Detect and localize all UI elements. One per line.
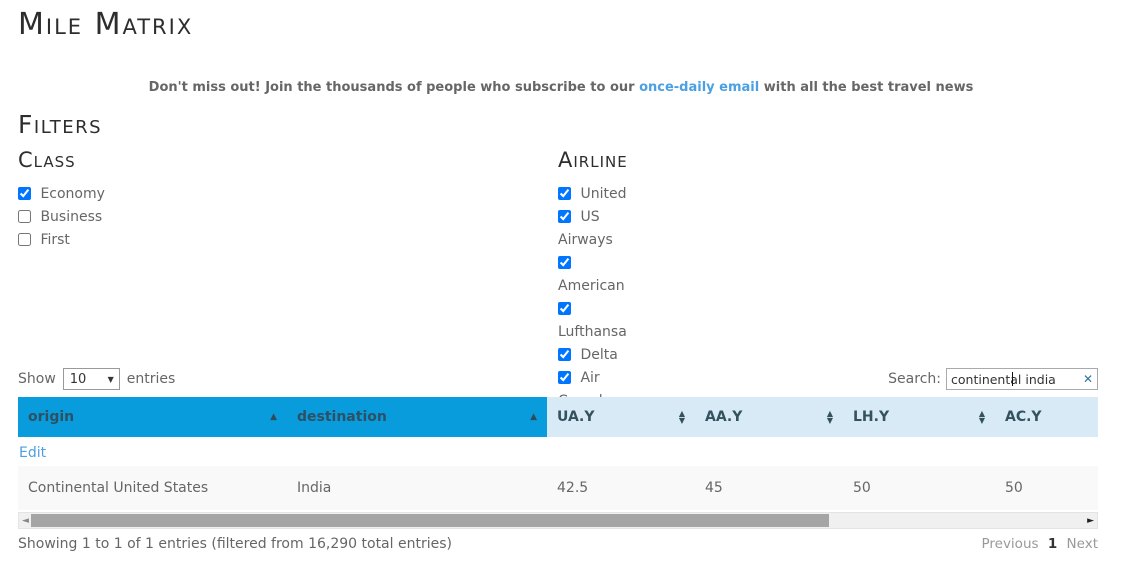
edit-row: Edit (18, 437, 1098, 466)
sort-both-icon: ▲ ▼ (826, 409, 833, 425)
airline-filter-label: Lufthansa (558, 324, 627, 340)
search-control: Search: ✕ (888, 368, 1098, 390)
sort-up-icon: ▲ (826, 409, 833, 418)
class-filter-option[interactable]: Business (18, 206, 105, 229)
column-label: AC.Y (1005, 409, 1042, 425)
previous-button[interactable]: Previous (981, 536, 1039, 552)
class-filter-label: First (40, 232, 70, 248)
class-filter-option[interactable]: First (18, 229, 105, 252)
airline-filter-checkbox[interactable] (558, 348, 571, 361)
column-label: LH.Y (853, 409, 890, 425)
column-header-ac-y[interactable]: AC.Y (995, 397, 1098, 437)
edit-link[interactable]: Edit (19, 445, 47, 461)
column-label: origin (28, 409, 75, 425)
sort-down-icon: ▼ (826, 416, 833, 425)
page-title: Mile Matrix (18, 7, 194, 42)
column-header-ua-y[interactable]: UA.Y ▲ ▼ (547, 397, 695, 437)
sort-ascending-icon: ▲ (270, 412, 277, 422)
class-filter-label: Business (40, 209, 103, 225)
sort-down-icon: ▼ (978, 416, 985, 425)
cell-aa-y: 45 (695, 466, 843, 510)
class-filter-checkbox[interactable] (18, 233, 31, 246)
airline-filter-label: American (558, 278, 625, 294)
cell-lh-y: 50 (843, 466, 995, 510)
text-caret (1012, 372, 1013, 386)
banner-text-after: with all the best travel news (763, 80, 974, 95)
sort-both-icon: ▲ ▼ (678, 409, 685, 425)
class-filter-checkbox[interactable] (18, 187, 31, 200)
airline-filter-option[interactable]: American (558, 252, 646, 298)
cell-destination: India (287, 466, 547, 510)
next-button[interactable]: Next (1066, 536, 1098, 552)
scrollbar-thumb[interactable] (31, 514, 829, 527)
column-label: destination (297, 409, 387, 425)
subscribe-link[interactable]: once-daily email (639, 80, 760, 95)
airline-filter-title: Airline (558, 148, 628, 172)
airline-filter-checkbox[interactable] (558, 210, 571, 223)
search-box: ✕ (946, 368, 1098, 390)
scroll-left-icon[interactable]: ◄ (22, 516, 29, 526)
table-header-row: origin ▲ destination ▲ UA.Y ▲ ▼ (18, 397, 1098, 437)
column-header-origin[interactable]: origin ▲ (18, 397, 287, 437)
table-row[interactable]: Continental United States India 42.5 45 … (18, 466, 1098, 510)
airline-filter-checkbox[interactable] (558, 302, 571, 315)
column-header-aa-y[interactable]: AA.Y ▲ ▼ (695, 397, 843, 437)
page-size-select[interactable]: 10 ▼ (62, 368, 120, 390)
table-info: Showing 1 to 1 of 1 entries (filtered fr… (18, 536, 452, 552)
column-header-lh-y[interactable]: LH.Y ▲ ▼ (843, 397, 995, 437)
dropdown-arrow-icon: ▼ (107, 374, 114, 384)
airline-filter-checkbox[interactable] (558, 256, 571, 269)
page-length-control: Show 10 ▼ entries (18, 368, 175, 390)
clear-search-icon[interactable]: ✕ (1082, 372, 1093, 386)
cell-ac-y: 50 (995, 466, 1098, 510)
class-filter-option[interactable]: Economy (18, 183, 105, 206)
airline-filter-option[interactable]: Lufthansa (558, 298, 646, 344)
horizontal-scrollbar[interactable]: ◄ ► (18, 512, 1098, 529)
airline-filter-label: United (580, 186, 627, 202)
pagination: Previous 1 Next (981, 536, 1098, 552)
table-controls: Show 10 ▼ entries Search: ✕ (18, 368, 1098, 394)
entries-label: entries (126, 371, 176, 387)
show-label: Show (18, 371, 56, 387)
class-filter-section: Class Economy Business First (18, 150, 105, 252)
class-filter-options: Economy Business First (18, 183, 105, 252)
banner-text-before: Don't miss out! Join the thousands of pe… (148, 80, 635, 95)
airline-filter-checkbox[interactable] (558, 187, 571, 200)
sort-up-icon: ▲ (678, 409, 685, 418)
page-size-value: 10 (69, 371, 87, 387)
airline-filter-label: US Airways (558, 209, 613, 248)
airline-filter-option[interactable]: US Airways (558, 206, 646, 252)
column-label: UA.Y (557, 409, 595, 425)
class-filter-checkbox[interactable] (18, 210, 31, 223)
airline-filter-option[interactable]: Delta (558, 344, 646, 367)
scroll-right-icon[interactable]: ► (1087, 516, 1094, 526)
airline-filter-option[interactable]: United (558, 183, 646, 206)
sort-down-icon: ▼ (678, 416, 685, 425)
column-label: AA.Y (705, 409, 743, 425)
cell-ua-y: 42.5 (547, 466, 695, 510)
cell-origin: Continental United States (18, 466, 287, 510)
subscribe-banner: Don't miss out! Join the thousands of pe… (0, 80, 1122, 95)
page-number[interactable]: 1 (1047, 536, 1058, 552)
airline-filter-checkbox[interactable] (558, 371, 571, 384)
class-filter-title: Class (18, 148, 76, 172)
sort-ascending-icon: ▲ (530, 412, 537, 422)
filters-title: Filters (18, 110, 103, 139)
search-input[interactable] (946, 368, 1098, 390)
airline-filter-label: Delta (580, 347, 618, 363)
sort-up-icon: ▲ (978, 409, 985, 418)
sort-both-icon: ▲ ▼ (978, 409, 985, 425)
class-filter-label: Economy (40, 186, 105, 202)
search-label: Search: (888, 371, 941, 387)
column-header-destination[interactable]: destination ▲ (287, 397, 547, 437)
miles-table: origin ▲ destination ▲ UA.Y ▲ ▼ (18, 397, 1098, 510)
